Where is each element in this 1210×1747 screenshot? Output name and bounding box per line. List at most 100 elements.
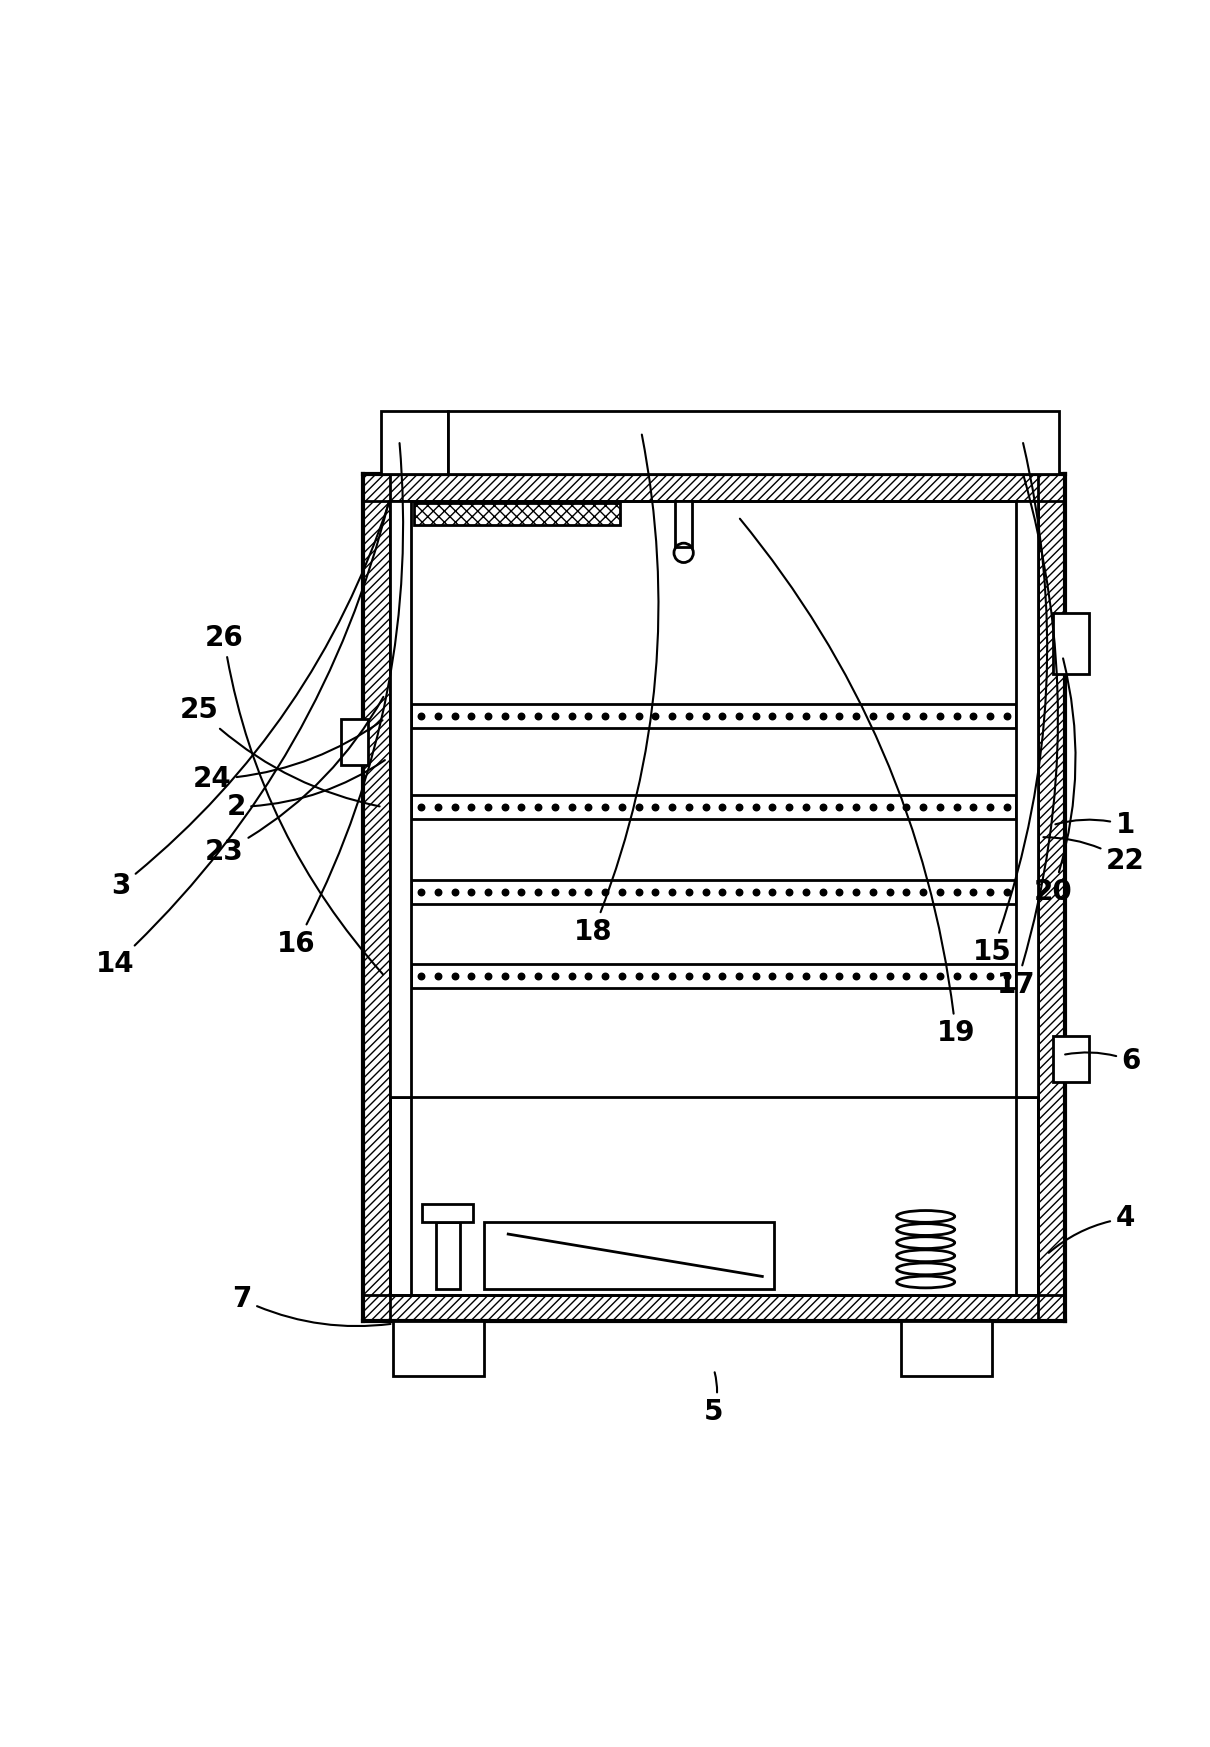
Bar: [411, 964, 1016, 989]
Text: 18: 18: [574, 435, 658, 945]
Point: [713, 702, 732, 730]
Point: [561, 702, 581, 730]
Point: [730, 877, 749, 905]
Text: 2: 2: [226, 760, 385, 821]
Point: [578, 793, 598, 821]
Point: [478, 793, 497, 821]
Point: [578, 877, 598, 905]
Point: [445, 793, 465, 821]
Point: [830, 877, 849, 905]
Text: 15: 15: [973, 444, 1047, 966]
Point: [813, 793, 832, 821]
Bar: [448, 411, 1059, 473]
Point: [445, 963, 465, 991]
Point: [779, 793, 799, 821]
Point: [813, 963, 832, 991]
Point: [461, 793, 480, 821]
Point: [997, 702, 1016, 730]
Point: [897, 793, 916, 821]
Point: [612, 877, 632, 905]
Point: [629, 702, 649, 730]
Text: 22: 22: [1043, 837, 1145, 875]
Point: [914, 877, 933, 905]
Point: [578, 702, 598, 730]
Point: [847, 793, 866, 821]
Point: [930, 963, 950, 991]
Point: [495, 702, 514, 730]
Point: [546, 702, 565, 730]
Point: [813, 702, 832, 730]
Point: [662, 963, 681, 991]
Point: [713, 877, 732, 905]
Point: [963, 793, 983, 821]
Point: [796, 877, 816, 905]
Point: [546, 793, 565, 821]
Point: [546, 963, 565, 991]
Point: [529, 877, 548, 905]
Point: [411, 877, 431, 905]
Text: 3: 3: [111, 503, 388, 900]
Point: [947, 793, 967, 821]
Point: [863, 877, 882, 905]
Text: 26: 26: [204, 624, 382, 975]
Bar: [363, 1295, 1065, 1321]
Bar: [411, 704, 1016, 728]
Bar: [1053, 1036, 1089, 1081]
Point: [980, 702, 999, 730]
Point: [512, 793, 531, 821]
Bar: [390, 501, 411, 1097]
Point: [997, 877, 1016, 905]
Point: [612, 702, 632, 730]
Bar: [411, 795, 1016, 819]
Point: [529, 963, 548, 991]
Bar: [411, 879, 1016, 903]
Text: 19: 19: [739, 519, 975, 1046]
Bar: [1038, 473, 1065, 1321]
Bar: [381, 411, 448, 473]
Point: [478, 963, 497, 991]
Point: [428, 702, 448, 730]
Point: [696, 702, 715, 730]
Point: [529, 793, 548, 821]
Text: 16: 16: [277, 444, 403, 957]
Point: [561, 793, 581, 821]
Bar: [363, 473, 1065, 501]
Text: 4: 4: [1049, 1204, 1135, 1253]
Point: [495, 963, 514, 991]
Point: [779, 702, 799, 730]
Point: [646, 963, 666, 991]
Point: [880, 793, 899, 821]
Point: [512, 877, 531, 905]
Bar: [414, 503, 620, 526]
Bar: [341, 718, 368, 765]
Point: [679, 877, 698, 905]
Point: [997, 793, 1016, 821]
Point: [947, 877, 967, 905]
Point: [595, 877, 615, 905]
Point: [679, 793, 698, 821]
Point: [662, 877, 681, 905]
Point: [595, 793, 615, 821]
Point: [847, 963, 866, 991]
Point: [646, 877, 666, 905]
Point: [830, 963, 849, 991]
Point: [428, 877, 448, 905]
Bar: [363, 473, 390, 1321]
Bar: [675, 501, 692, 547]
Point: [947, 963, 967, 991]
Point: [863, 963, 882, 991]
Text: 6: 6: [1065, 1046, 1141, 1074]
Point: [963, 702, 983, 730]
Point: [897, 963, 916, 991]
Text: 25: 25: [180, 695, 380, 807]
Text: 1: 1: [1055, 811, 1135, 839]
Point: [478, 877, 497, 905]
Point: [478, 702, 497, 730]
Point: [980, 877, 999, 905]
Text: 20: 20: [1033, 659, 1076, 905]
Point: [880, 702, 899, 730]
Point: [747, 963, 766, 991]
Point: [980, 793, 999, 821]
Point: [679, 963, 698, 991]
Bar: [422, 1204, 473, 1221]
